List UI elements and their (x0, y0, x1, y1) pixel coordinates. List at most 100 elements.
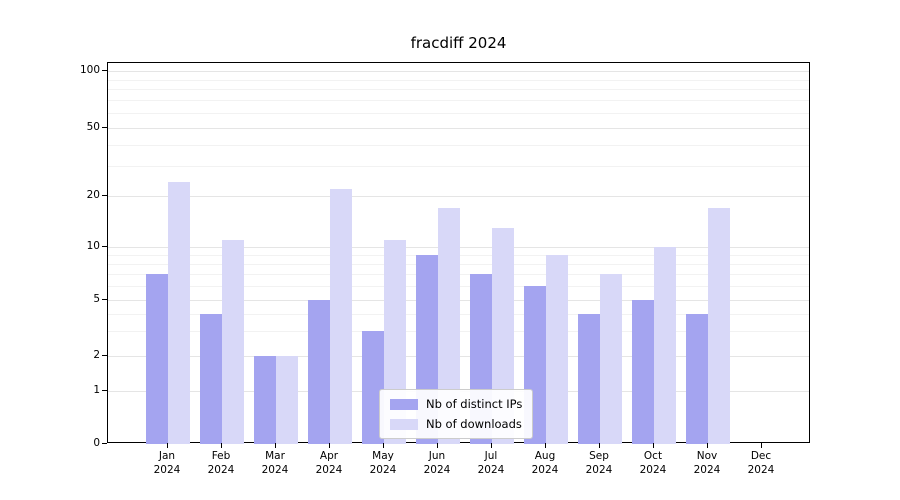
x-tick-month: Oct (643, 450, 663, 462)
minor-gridline (108, 100, 809, 102)
legend-label-downloads: Nb of downloads (426, 417, 522, 431)
x-tick-label: Aug 2024 (518, 449, 572, 477)
x-tick-month: Sep (589, 450, 609, 462)
minor-gridline (108, 89, 809, 91)
y-tick-label: 2 (93, 349, 100, 361)
bar-downloads-jan (168, 182, 190, 444)
x-tick-year: 2024 (747, 464, 775, 476)
major-gridline (108, 128, 809, 129)
x-tick-year: 2024 (315, 464, 343, 476)
legend-swatch-distinct-ips (390, 398, 418, 410)
x-tick-month: Apr (319, 450, 339, 462)
x-tick-mark (545, 443, 546, 448)
x-tick-month: Jul (484, 450, 498, 462)
x-tick-mark (707, 443, 708, 448)
x-tick-month: Aug (534, 450, 556, 462)
y-tick-mark (102, 70, 107, 71)
bar-distinct-ips-may (362, 331, 384, 444)
minor-gridline (108, 144, 809, 146)
y-tick-mark (102, 390, 107, 391)
x-tick-label: Sep 2024 (572, 449, 626, 477)
x-tick-year: 2024 (693, 464, 721, 476)
x-tick-label: Apr 2024 (302, 449, 356, 477)
x-tick-mark (491, 443, 492, 448)
x-tick-mark (221, 443, 222, 448)
y-tick-label: 20 (86, 189, 100, 201)
x-tick-label: Nov 2024 (680, 449, 734, 477)
minor-gridline (108, 165, 809, 167)
legend: Nb of distinct IPs Nb of downloads (379, 389, 534, 439)
x-tick-year: 2024 (207, 464, 235, 476)
bar-downloads-sep (600, 274, 622, 444)
bar-distinct-ips-nov (686, 313, 708, 444)
x-tick-label: Mar 2024 (248, 449, 302, 477)
y-tick-mark (102, 355, 107, 356)
legend-label-distinct-ips: Nb of distinct IPs (426, 397, 523, 411)
legend-item-downloads: Nb of downloads (390, 417, 522, 431)
x-tick-year: 2024 (585, 464, 613, 476)
major-gridline (108, 196, 809, 197)
x-tick-year: 2024 (261, 464, 289, 476)
bar-downloads-jun (438, 207, 460, 444)
bar-downloads-oct (654, 247, 676, 444)
bar-downloads-nov (708, 207, 730, 444)
y-tick-mark (102, 299, 107, 300)
legend-swatch-downloads (390, 418, 418, 430)
legend-item-distinct-ips: Nb of distinct IPs (390, 397, 522, 411)
x-tick-mark (437, 443, 438, 448)
y-tick-label: 5 (93, 293, 100, 305)
x-tick-label: Jul 2024 (464, 449, 518, 477)
bar-distinct-ips-mar (254, 356, 276, 444)
chart-title: fracdiff 2024 (410, 34, 507, 52)
x-tick-year: 2024 (423, 464, 451, 476)
x-tick-label: Dec 2024 (734, 449, 788, 477)
y-tick-label: 0 (93, 437, 100, 449)
x-tick-month: Dec (750, 450, 772, 462)
x-tick-mark (383, 443, 384, 448)
minor-gridline (108, 79, 809, 81)
x-tick-label: May 2024 (356, 449, 410, 477)
x-tick-year: 2024 (477, 464, 505, 476)
x-tick-mark (653, 443, 654, 448)
x-tick-mark (329, 443, 330, 448)
bar-downloads-aug (546, 255, 568, 444)
x-tick-label: Feb 2024 (194, 449, 248, 477)
x-tick-label: Jun 2024 (410, 449, 464, 477)
plot-area: Nb of distinct IPs Nb of downloads (107, 62, 810, 444)
bar-downloads-apr (330, 188, 352, 444)
x-tick-year: 2024 (639, 464, 667, 476)
x-tick-label: Jan 2024 (140, 449, 194, 477)
bar-distinct-ips-feb (200, 313, 222, 444)
y-tick-mark (102, 443, 107, 444)
x-tick-mark (275, 443, 276, 448)
bar-downloads-mar (276, 356, 298, 444)
x-tick-month: Mar (265, 450, 285, 462)
x-tick-month: May (372, 450, 394, 462)
x-tick-year: 2024 (369, 464, 397, 476)
x-tick-mark (761, 443, 762, 448)
bar-distinct-ips-sep (578, 313, 600, 444)
y-tick-mark (102, 246, 107, 247)
x-tick-month: Jan (158, 450, 176, 462)
x-tick-month: Jun (428, 450, 446, 462)
x-tick-year: 2024 (153, 464, 181, 476)
x-tick-year: 2024 (531, 464, 559, 476)
y-tick-mark (102, 127, 107, 128)
x-tick-mark (599, 443, 600, 448)
y-tick-label: 100 (79, 64, 100, 76)
y-tick-label: 50 (86, 121, 100, 133)
y-tick-label: 10 (86, 240, 100, 252)
bar-distinct-ips-oct (632, 300, 654, 444)
bar-distinct-ips-jan (146, 274, 168, 444)
bar-distinct-ips-apr (308, 300, 330, 444)
x-tick-mark (167, 443, 168, 448)
minor-gridline (108, 113, 809, 114)
y-tick-mark (102, 195, 107, 196)
major-gridline (108, 71, 809, 72)
x-tick-month: Nov (696, 450, 718, 462)
bar-downloads-feb (222, 239, 244, 444)
x-tick-month: Feb (211, 450, 231, 462)
y-tick-label: 1 (93, 384, 100, 396)
x-tick-label: Oct 2024 (626, 449, 680, 477)
